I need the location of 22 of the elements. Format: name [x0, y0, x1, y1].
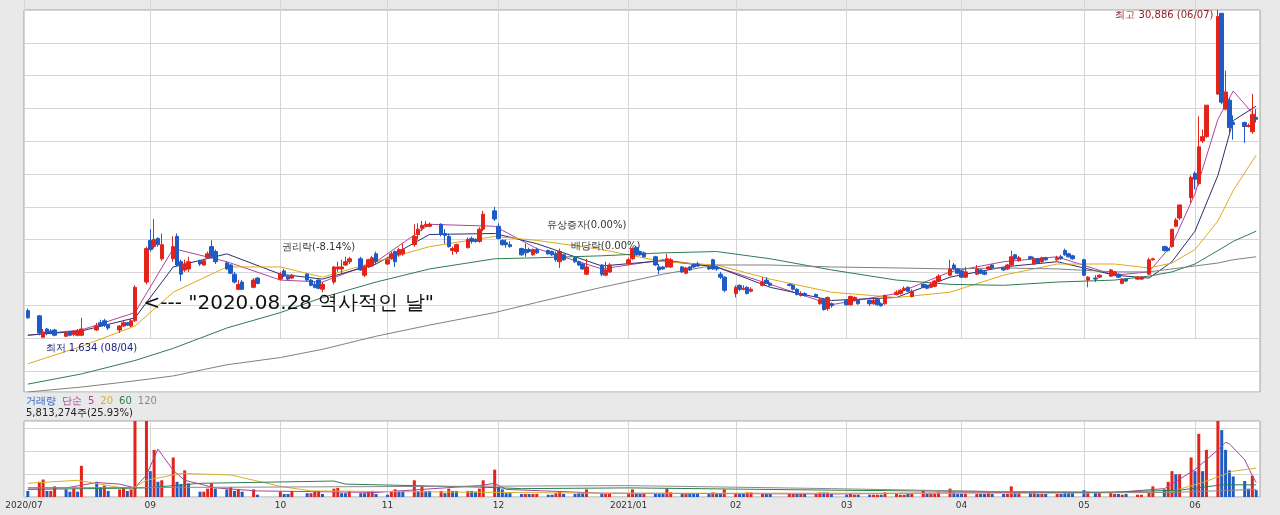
- x-tick-label: 2021/01: [609, 499, 648, 510]
- annotation: 최고 30,886 (06/07): [1115, 8, 1214, 20]
- x-tick-label: 09: [144, 499, 157, 510]
- x-tick-label: 2020/07: [5, 499, 43, 510]
- text: 거래량: [26, 394, 56, 406]
- annotation: 배당락(0.00%): [570, 239, 641, 251]
- x-tick-label: 06: [1189, 499, 1201, 510]
- x-tick-label: 11: [381, 499, 394, 510]
- x-tick-label: 12: [492, 499, 505, 510]
- x-tick-label: 04: [955, 499, 968, 510]
- text: 5,813,274주(25.93%): [26, 406, 133, 418]
- text: 60: [119, 394, 132, 406]
- x-tick-label: 02: [730, 499, 742, 510]
- x-tick-label: 10: [274, 499, 287, 510]
- legend-title: 단순: [62, 394, 82, 406]
- x-tick-label: 05: [1078, 499, 1090, 510]
- text: 20: [100, 394, 114, 406]
- annotation: 유상증자(0.00%): [546, 219, 627, 231]
- text: 5: [88, 394, 95, 406]
- annotation: 권리락(-8.14%): [282, 240, 356, 252]
- x-tick-label: 03: [841, 499, 853, 510]
- text: 120: [137, 394, 157, 406]
